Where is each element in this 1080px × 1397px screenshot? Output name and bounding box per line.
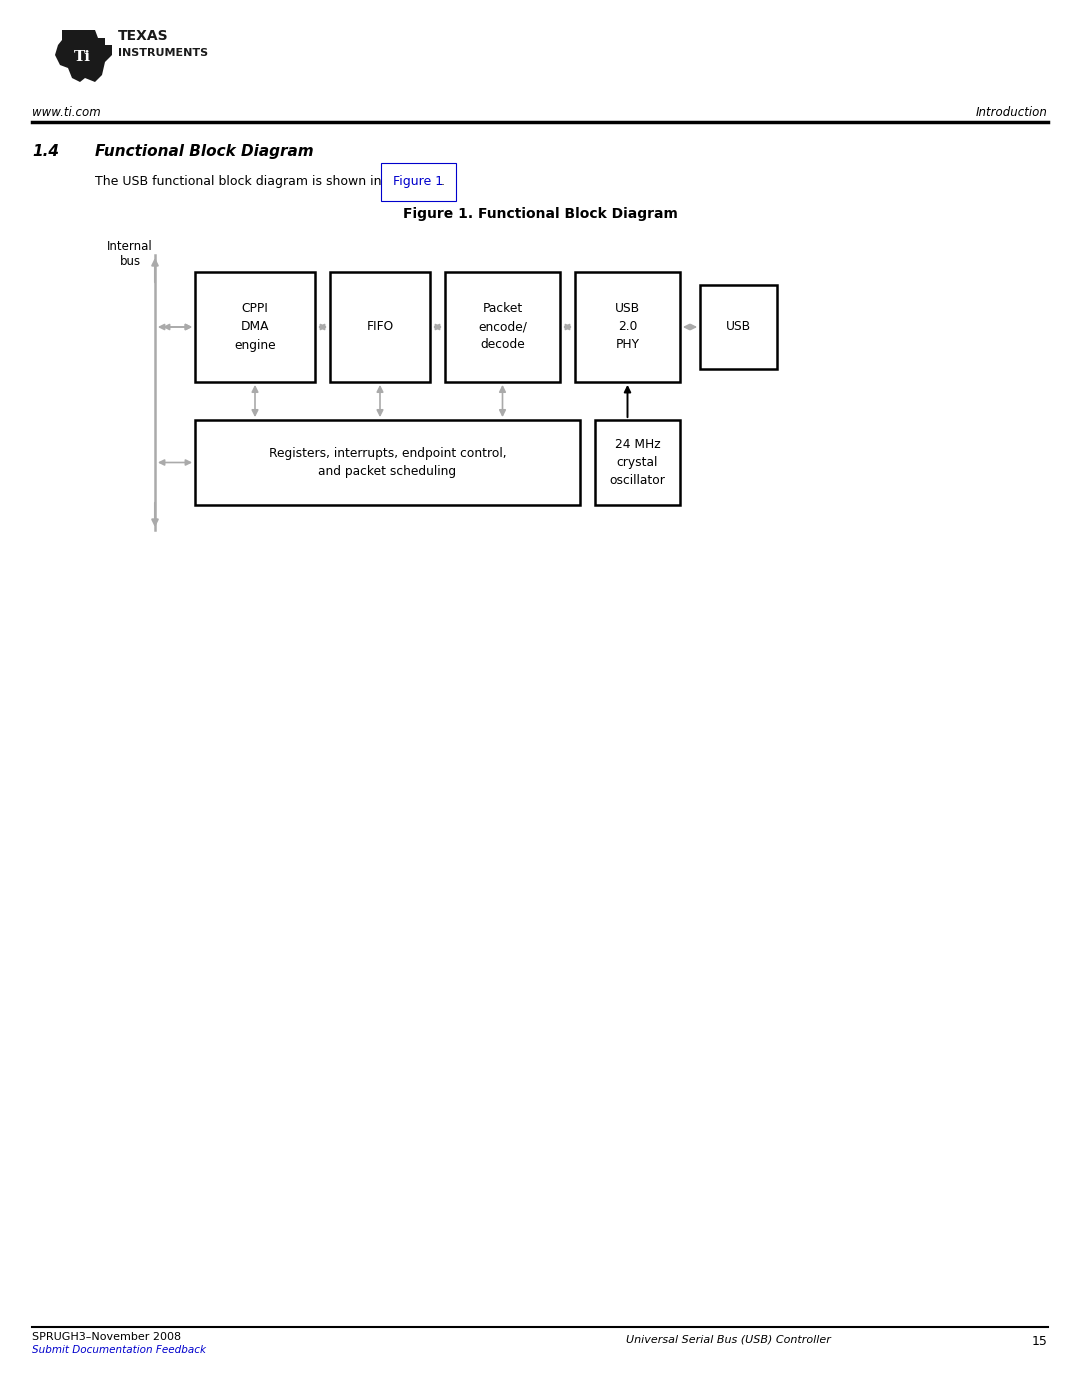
Text: Submit Documentation Feedback: Submit Documentation Feedback [32, 1345, 206, 1355]
Text: FIFO: FIFO [366, 320, 393, 334]
Polygon shape [55, 29, 112, 82]
Bar [595, 420, 680, 504]
Text: Introduction: Introduction [976, 106, 1048, 119]
Text: 24 MHz
crystal
oscillator: 24 MHz crystal oscillator [609, 439, 665, 488]
Text: Figure 1. Functional Block Diagram: Figure 1. Functional Block Diagram [403, 207, 677, 221]
Text: SPRUGH3–November 2008: SPRUGH3–November 2008 [32, 1331, 181, 1343]
Text: Universal Serial Bus (USB) Controller: Universal Serial Bus (USB) Controller [626, 1336, 832, 1345]
Bar [575, 272, 680, 381]
Text: Ti: Ti [73, 50, 91, 64]
Text: Functional Block Diagram: Functional Block Diagram [95, 144, 313, 159]
Text: Packet
encode/
decode: Packet encode/ decode [478, 303, 527, 352]
Bar [330, 272, 430, 381]
Bar [195, 420, 580, 504]
Text: The USB functional block diagram is shown in: The USB functional block diagram is show… [95, 175, 386, 189]
Text: Figure 1: Figure 1 [393, 175, 443, 189]
Text: INSTRUMENTS: INSTRUMENTS [118, 47, 208, 59]
Text: USB
2.0
PHY: USB 2.0 PHY [615, 303, 640, 352]
Bar [195, 272, 315, 381]
Bar [700, 285, 777, 369]
Text: TEXAS: TEXAS [118, 29, 168, 43]
Bar [445, 272, 561, 381]
Text: Internal
bus: Internal bus [107, 240, 153, 268]
Text: Registers, interrupts, endpoint control,
and packet scheduling: Registers, interrupts, endpoint control,… [269, 447, 507, 478]
Text: USB: USB [726, 320, 751, 334]
Text: CPPI
DMA
engine: CPPI DMA engine [234, 303, 275, 352]
Text: 15: 15 [1032, 1336, 1048, 1348]
Text: www.ti.com: www.ti.com [32, 106, 100, 119]
Text: 1.4: 1.4 [32, 144, 59, 159]
Text: .: . [441, 175, 445, 189]
